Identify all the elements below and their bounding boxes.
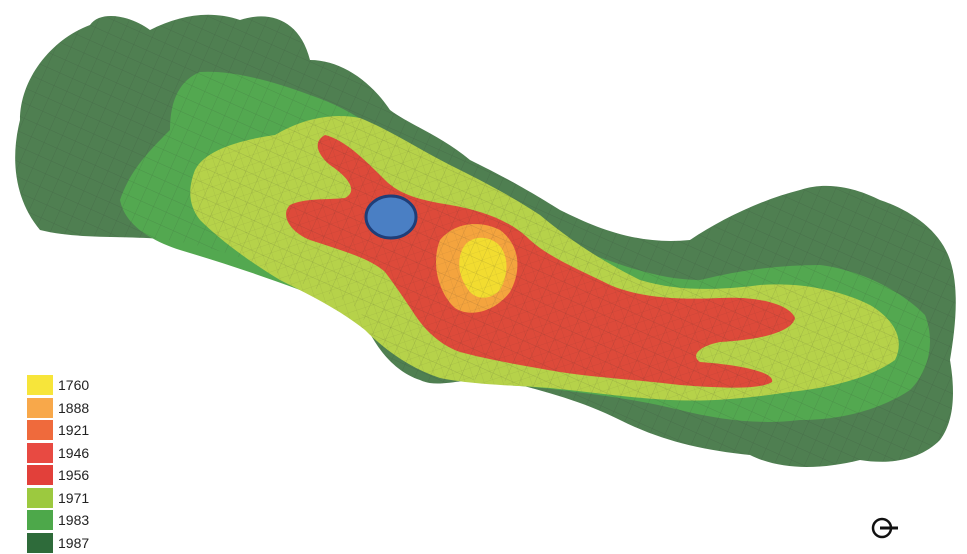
legend-swatch	[27, 488, 53, 508]
legend-label: 1760	[58, 375, 89, 395]
legend-item: 1888	[27, 397, 89, 420]
legend-label: 1971	[58, 488, 89, 508]
legend-item: 1760	[27, 374, 89, 397]
legend-item: 1983	[27, 509, 89, 532]
legend-swatch	[27, 443, 53, 463]
legend-item: 1971	[27, 487, 89, 510]
legend-item: 1946	[27, 442, 89, 465]
legend-swatch	[27, 510, 53, 530]
north-arrow-icon	[873, 519, 898, 537]
legend-label: 1956	[58, 465, 89, 485]
legend-swatch	[27, 465, 53, 485]
legend-item: 1956	[27, 464, 89, 487]
legend-label: 1888	[58, 398, 89, 418]
legend-item: 1987	[27, 532, 89, 554]
legend-swatch	[27, 375, 53, 395]
location-marker[interactable]	[366, 196, 416, 238]
legend-swatch	[27, 420, 53, 440]
legend-label: 1946	[58, 443, 89, 463]
legend-label: 1983	[58, 510, 89, 530]
legend-item: 1921	[27, 419, 89, 442]
legend-label: 1921	[58, 420, 89, 440]
legend-swatch	[27, 398, 53, 418]
